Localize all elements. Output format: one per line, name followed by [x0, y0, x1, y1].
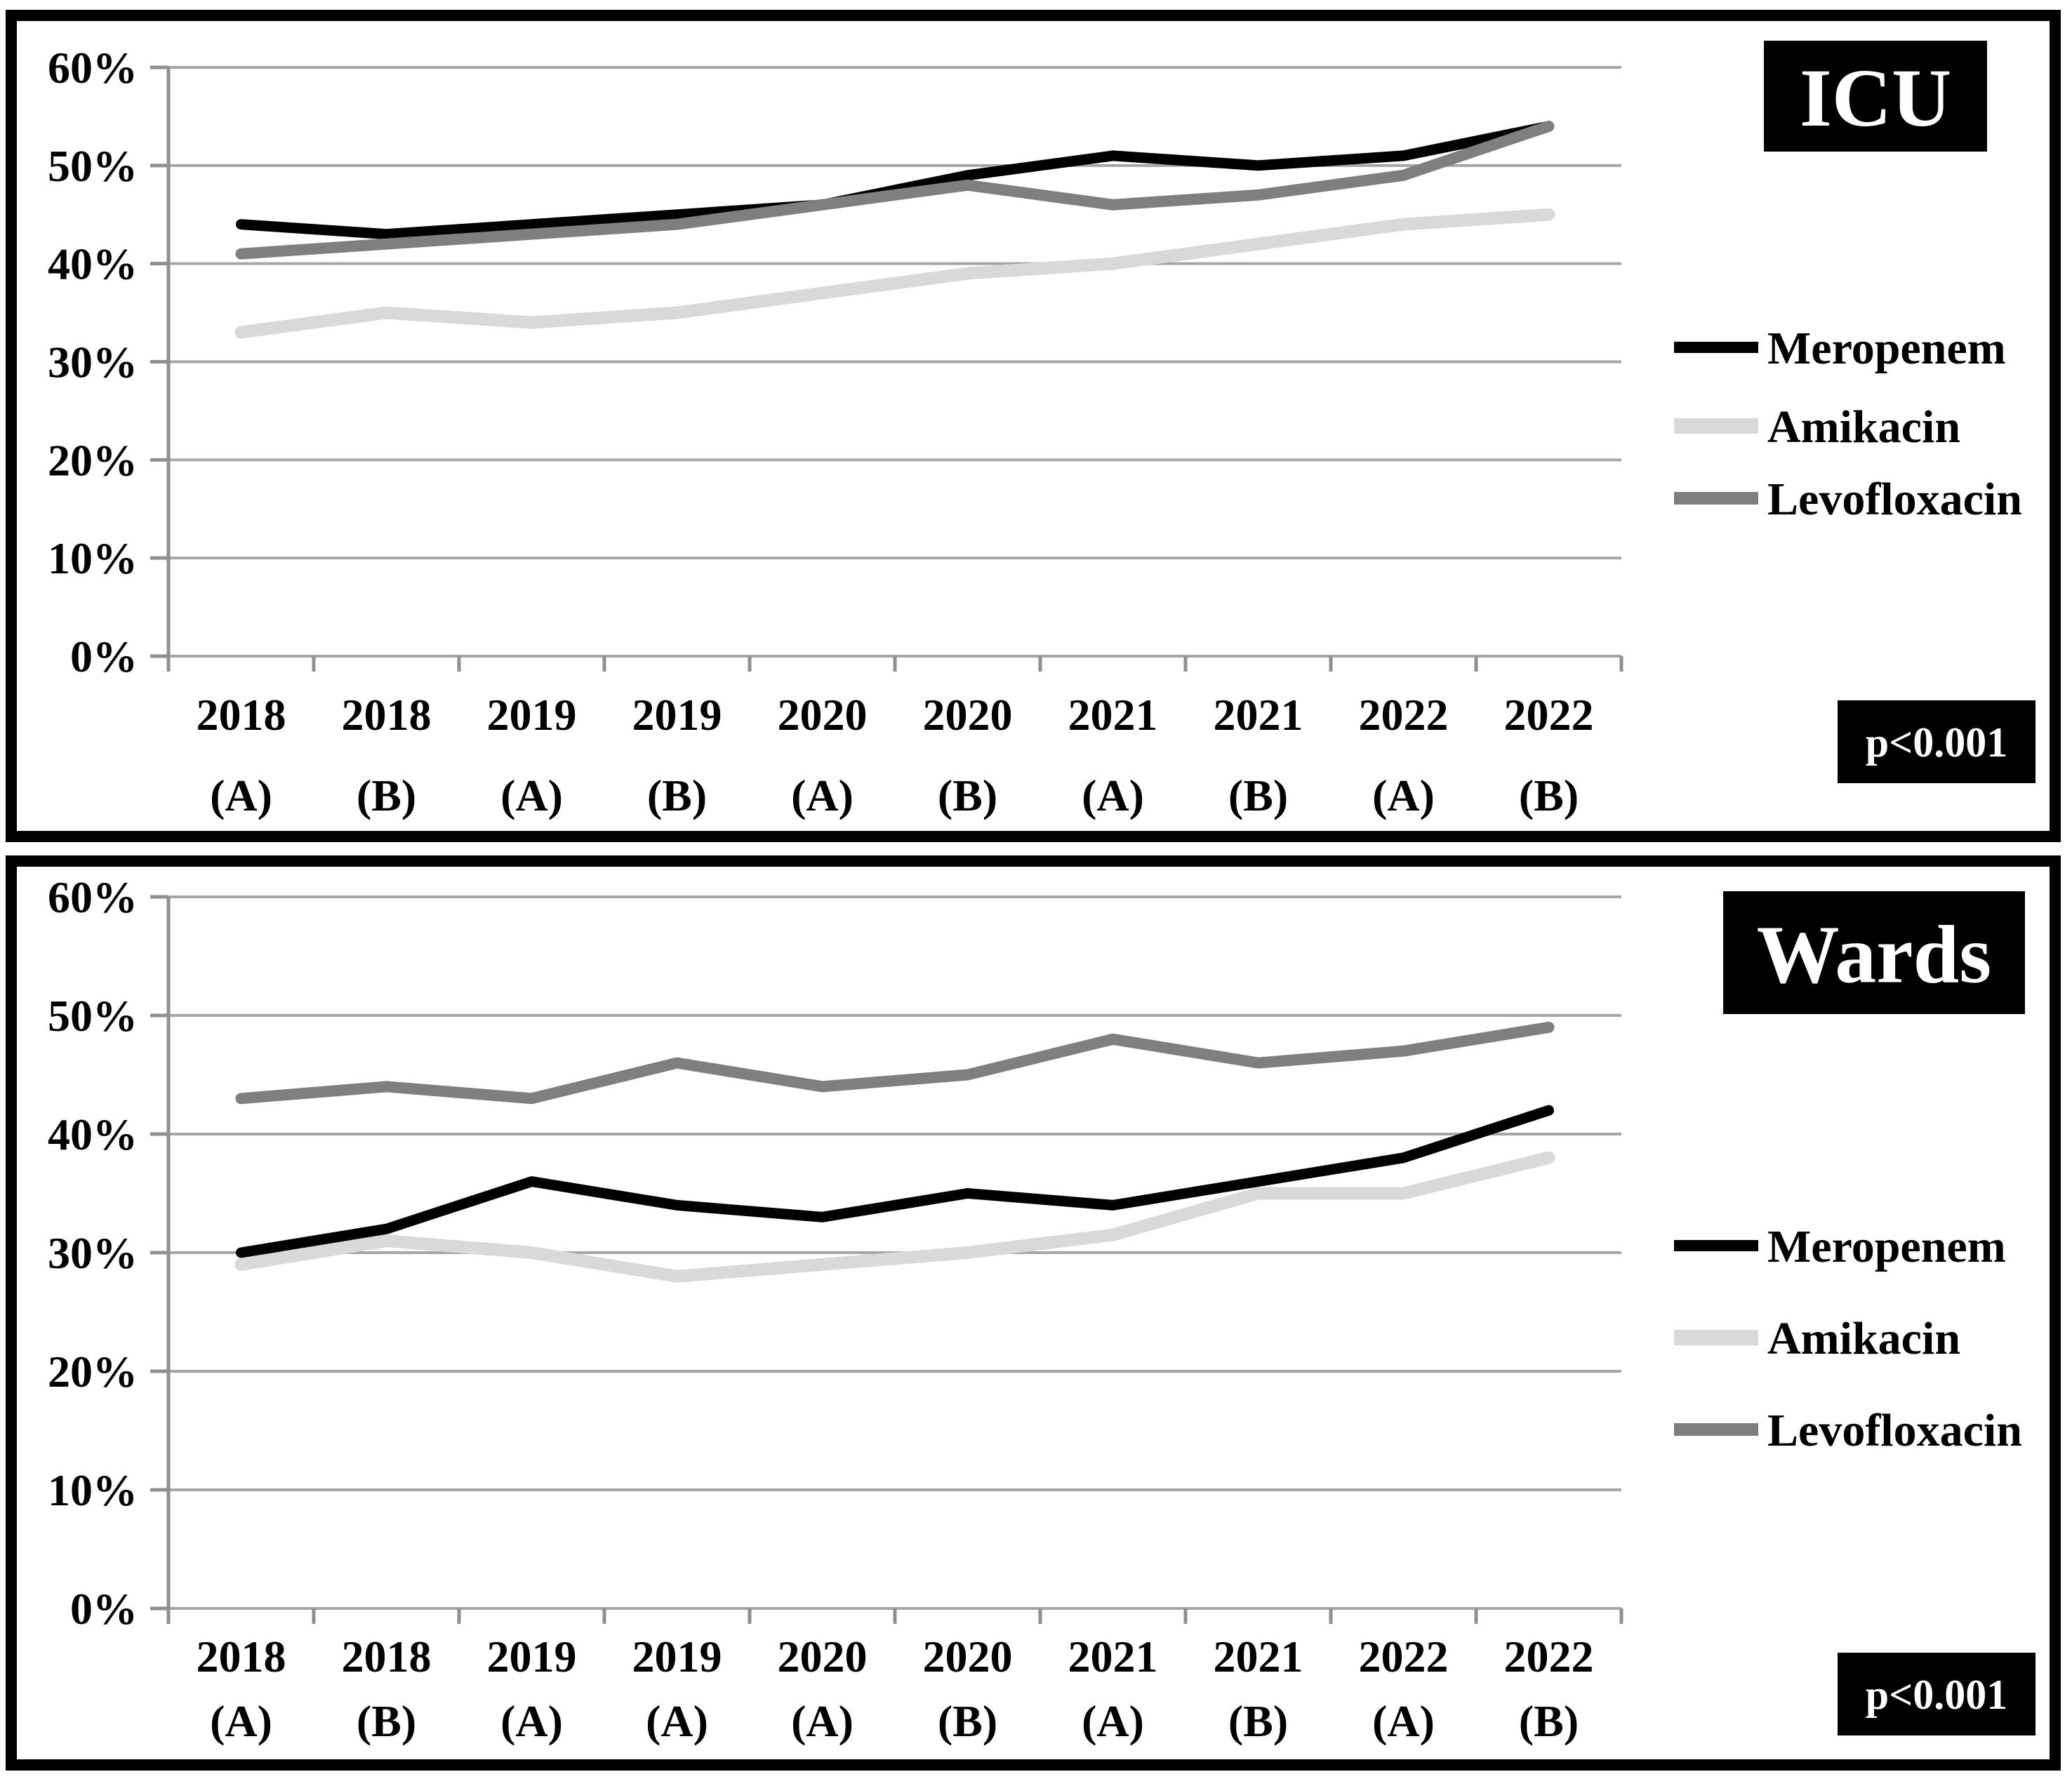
x-tick-label-year: 2020 — [923, 690, 1013, 740]
chart-title-box — [1764, 41, 1987, 152]
legend-label-amikacin: Amikacin — [1767, 1313, 1960, 1364]
y-tick-label: 0% — [70, 1584, 138, 1634]
y-tick-label: 30% — [48, 338, 138, 387]
x-tick-label-period: (A) — [791, 1696, 854, 1746]
x-tick-label-period: (A) — [791, 771, 854, 820]
series-line-levofloxacin-icu — [235, 120, 1555, 260]
series-line-meropenem-wards — [236, 1105, 1554, 1258]
x-tick-label-year: 2018 — [197, 690, 286, 740]
x-tick-label-year: 2022 — [1504, 690, 1594, 740]
chart-title: ICU — [1800, 52, 1951, 144]
y-tick-label: 30% — [48, 1228, 138, 1278]
x-tick-label-period: (A) — [1082, 1696, 1144, 1746]
x-tick-label-year: 2020 — [923, 1632, 1013, 1681]
x-tick-label-year: 2018 — [342, 1632, 432, 1681]
x-tick-label-period: (B) — [938, 771, 997, 820]
x-tick-label-period: (A) — [210, 1696, 272, 1746]
legend-label-amikacin: Amikacin — [1767, 401, 1960, 453]
x-tick-label-year: 2021 — [1214, 690, 1303, 740]
legend-label-meropenem: Meropenem — [1767, 323, 2006, 374]
x-tick-label-period: (B) — [938, 1696, 997, 1746]
panel-icu: 60% 50% 40% 30% 20% 10% 0% 2018 (A) 2018 (B) 2019 (A… — [6, 10, 2061, 842]
x-tick-label-year: 2019 — [632, 690, 722, 740]
x-tick-label-period: (B) — [1228, 1696, 1288, 1746]
x-tick-label-year: 2019 — [487, 690, 577, 740]
y-tick-label: 50% — [48, 991, 138, 1041]
x-tick-label-period: (A) — [646, 1696, 708, 1746]
series-line-levofloxacin-wards — [235, 1021, 1555, 1105]
series-line-amikacin-icu — [234, 208, 1555, 339]
legend-label-levofloxacin: Levofloxacin — [1767, 1405, 2022, 1456]
x-tick-label-period: (B) — [357, 1696, 416, 1746]
x-tick-label-year: 2021 — [1214, 1632, 1303, 1681]
x-tick-label-period: (B) — [647, 771, 707, 820]
x-tick-label-period: (A) — [210, 771, 272, 820]
x-tick-label-year: 2020 — [778, 1632, 868, 1681]
x-tick-label-year: 2019 — [487, 1632, 577, 1681]
chart-title: Wards — [1757, 909, 1991, 1001]
y-tick-label: 20% — [48, 1347, 138, 1397]
x-tick-label-year: 2018 — [342, 690, 432, 740]
series-line-amikacin-wards — [234, 1151, 1555, 1283]
x-tick-label-period: (A) — [1372, 771, 1435, 820]
x-tick-label-period: (B) — [357, 771, 416, 820]
y-tick-label: 60% — [48, 872, 138, 922]
p-value-box — [1838, 700, 2036, 783]
y-tick-label: 10% — [48, 533, 138, 583]
chart-title-box — [1723, 891, 2025, 1014]
x-tick-label-period: (B) — [1519, 1696, 1579, 1746]
x-tick-label-year: 2021 — [1068, 1632, 1158, 1681]
p-value-label: p<0.001 — [1866, 1672, 2008, 1718]
x-tick-label-year: 2022 — [1359, 690, 1449, 740]
y-tick-label: 60% — [48, 43, 138, 93]
panel-wards: 60% 50% 40% 30% 20% 10% 0% 2018 (A) 2018 (B) 2019 (A… — [6, 855, 2061, 1771]
x-tick-label-year: 2022 — [1359, 1632, 1449, 1681]
y-tick-label: 0% — [70, 632, 138, 681]
y-tick-label: 10% — [48, 1465, 138, 1515]
x-tick-label-year: 2019 — [632, 1632, 722, 1681]
x-tick-label-period: (B) — [1228, 771, 1288, 820]
y-tick-label: 20% — [48, 435, 138, 485]
x-tick-label-period: (B) — [1519, 771, 1579, 820]
legend-label-meropenem: Meropenem — [1767, 1221, 2006, 1272]
y-tick-label: 40% — [48, 1109, 138, 1159]
x-tick-label-year: 2020 — [778, 690, 868, 740]
p-value-box — [1838, 1653, 2036, 1735]
x-tick-label-period: (A) — [500, 1696, 563, 1746]
y-tick-label: 50% — [48, 141, 138, 191]
legend-label-levofloxacin: Levofloxacin — [1767, 474, 2022, 525]
panel-frame — [6, 855, 2061, 1771]
p-value-label: p<0.001 — [1866, 719, 2008, 766]
y-tick-label: 40% — [48, 239, 138, 289]
x-tick-label-period: (A) — [1372, 1696, 1435, 1746]
x-tick-label-period: (A) — [1082, 771, 1144, 820]
x-tick-label-period: (A) — [500, 771, 563, 820]
x-tick-label-year: 2022 — [1504, 1632, 1594, 1681]
x-tick-label-year: 2021 — [1068, 690, 1158, 740]
x-tick-label-year: 2018 — [197, 1632, 286, 1681]
